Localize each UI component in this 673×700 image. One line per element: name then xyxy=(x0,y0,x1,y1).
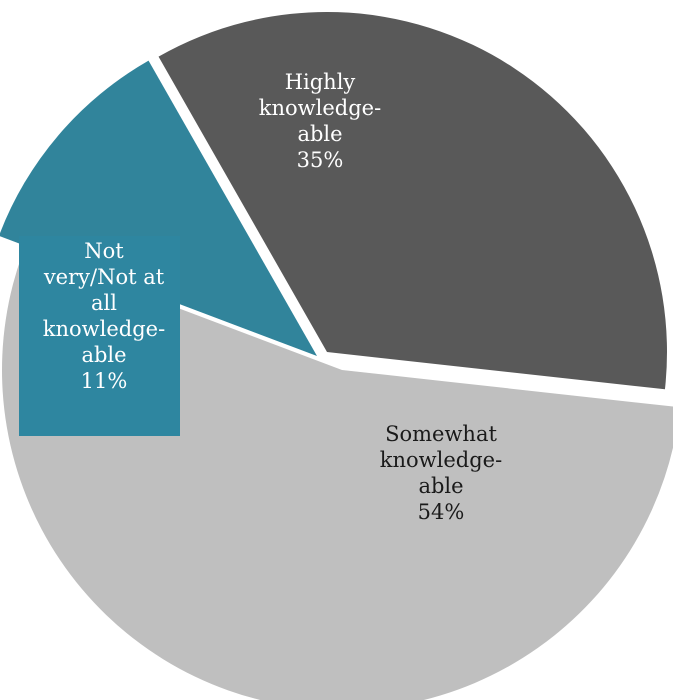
slice-name-line: knowledge- xyxy=(259,96,381,120)
slice-percent-label: 54% xyxy=(418,500,465,524)
slice-label-1: Highly knowledge-able 35% xyxy=(259,70,381,172)
slice-name-line: able xyxy=(418,474,463,498)
slice-label-box-3 xyxy=(19,236,180,436)
slice-name-line: Somewhat xyxy=(385,422,497,446)
slice-label-2: Somewhat knowledge-able 54% xyxy=(380,422,502,524)
pie-slice-1 xyxy=(158,11,667,390)
slice-name-line: all xyxy=(91,291,117,315)
pie-slice-3 xyxy=(0,60,317,356)
slice-name-line: able xyxy=(297,122,342,146)
slice-name-line: very/Not at xyxy=(43,265,165,289)
slice-name-line: Highly xyxy=(285,70,356,94)
slice-name-line: knowledge- xyxy=(380,448,502,472)
slice-name-line: Not xyxy=(84,239,124,263)
slice-name-line: knowledge- xyxy=(43,317,165,341)
slice-percent-label: 35% xyxy=(297,148,344,172)
slice-label-3: Not very/Not at all knowledge-able 11% xyxy=(43,239,165,393)
slice-percent-label: 11% xyxy=(81,369,128,393)
slice-name-line: able xyxy=(81,343,126,367)
